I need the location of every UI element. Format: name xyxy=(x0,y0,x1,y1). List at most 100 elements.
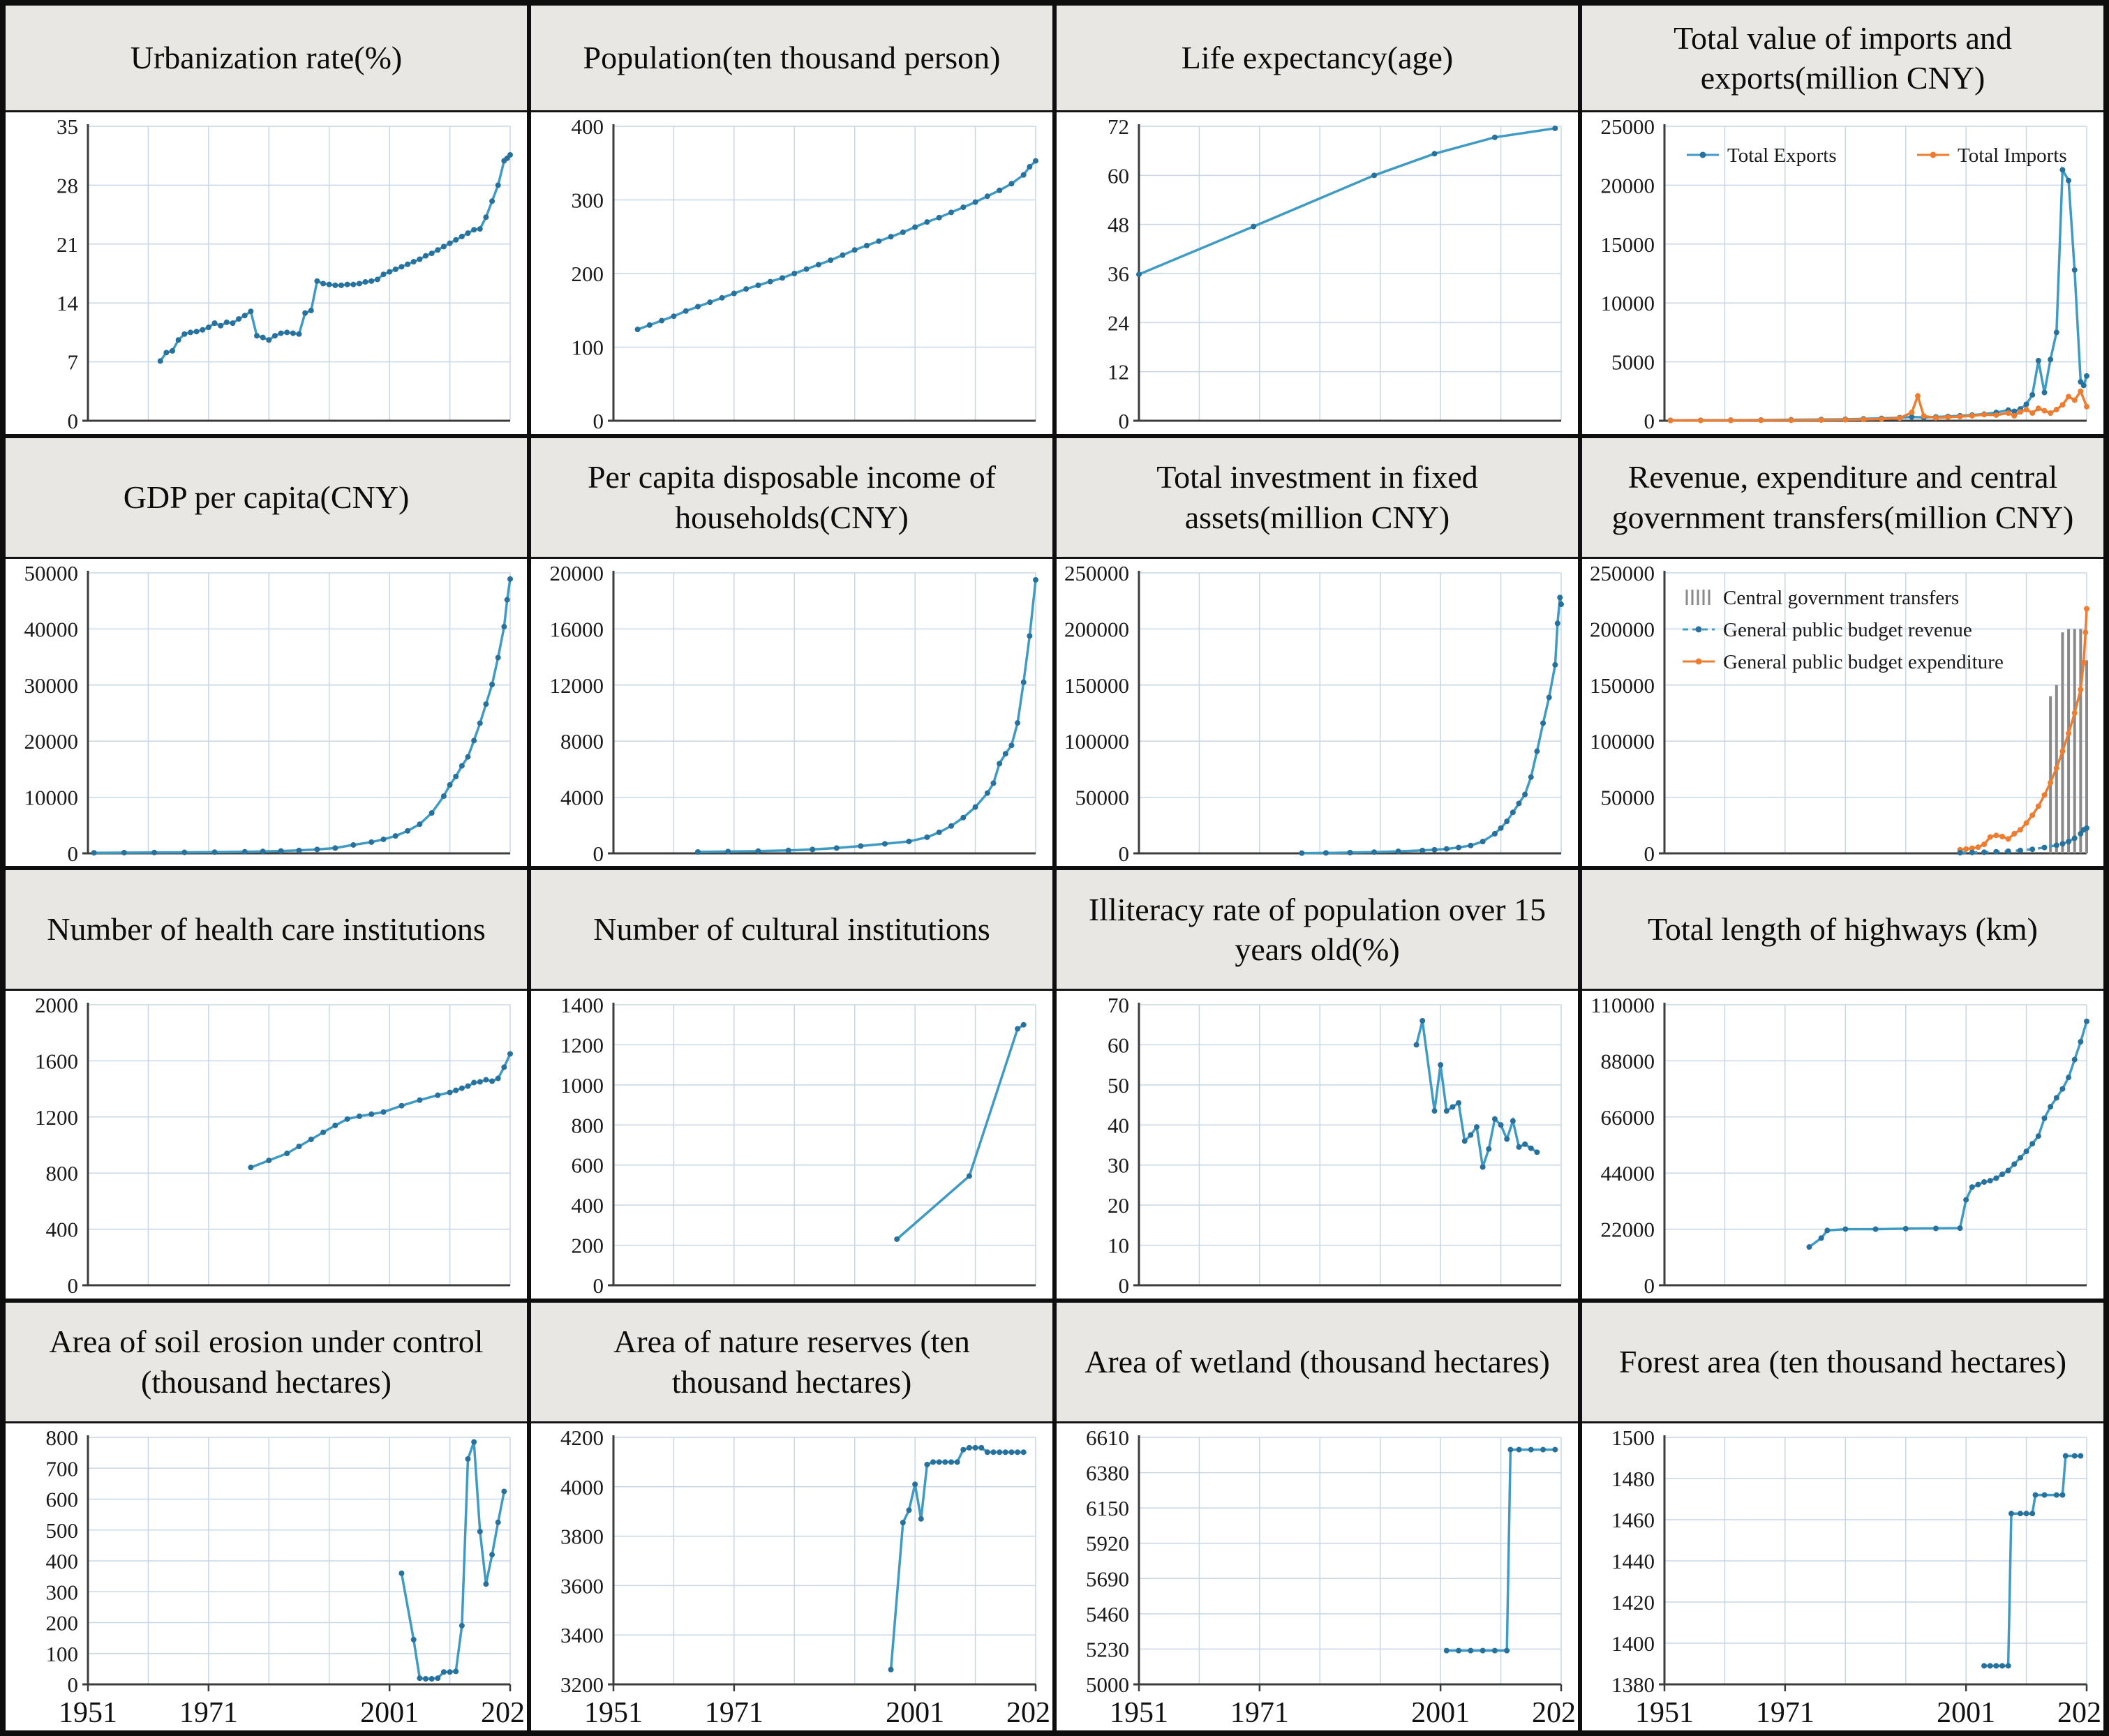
svg-text:5920: 5920 xyxy=(1086,1531,1129,1555)
svg-text:2021: 2021 xyxy=(1006,1697,1052,1729)
svg-text:5000: 5000 xyxy=(1086,1673,1129,1697)
svg-text:0: 0 xyxy=(1644,409,1655,433)
svg-text:3800: 3800 xyxy=(560,1524,604,1548)
svg-text:0: 0 xyxy=(1119,841,1130,866)
svg-text:1480: 1480 xyxy=(1611,1467,1655,1491)
svg-text:1460: 1460 xyxy=(1611,1508,1655,1532)
svg-text:30: 30 xyxy=(1108,1153,1129,1178)
chart-canvas: 0 5000 10000 15000 20000 25000 Total Exports To… xyxy=(1601,114,2089,433)
svg-text:20000: 20000 xyxy=(550,561,604,585)
svg-text:Central government transfers: Central government transfers xyxy=(1723,587,1959,609)
svg-text:1200: 1200 xyxy=(560,1033,604,1057)
svg-text:0: 0 xyxy=(68,409,79,433)
svg-text:Total Exports: Total Exports xyxy=(1727,144,1837,167)
svg-text:35: 35 xyxy=(57,114,78,139)
svg-text:16000: 16000 xyxy=(550,617,604,641)
svg-text:4000: 4000 xyxy=(560,785,604,809)
svg-text:4000: 4000 xyxy=(560,1474,604,1499)
chart-canvas: 0 200 400 600 800 1000 1200 1400 xyxy=(560,993,1036,1298)
chart-title: Total value of imports and exports(milli… xyxy=(1674,20,2012,96)
chart-header: Area of wetland (thousand hectares) xyxy=(1057,1302,1578,1423)
svg-text:20: 20 xyxy=(1108,1193,1129,1218)
svg-text:70: 70 xyxy=(1108,993,1129,1017)
chart-title: Number of health care institutions xyxy=(47,911,486,948)
svg-text:0: 0 xyxy=(593,841,604,866)
svg-text:200: 200 xyxy=(572,262,604,286)
svg-text:5230: 5230 xyxy=(1086,1637,1129,1661)
svg-text:2021: 2021 xyxy=(1532,1697,1578,1729)
svg-text:10000: 10000 xyxy=(1601,291,1655,315)
svg-text:60: 60 xyxy=(1108,1033,1129,1057)
svg-text:50000: 50000 xyxy=(1075,785,1130,809)
chart-title: Per capita disposable income of househol… xyxy=(587,459,997,535)
chart-header: Life expectancy(age) xyxy=(1057,6,1578,112)
chart-title: Illiteracy rate of population over 15 ye… xyxy=(1088,891,1547,968)
svg-text:50000: 50000 xyxy=(24,561,79,585)
svg-text:8000: 8000 xyxy=(560,729,604,754)
svg-text:1951: 1951 xyxy=(584,1697,643,1729)
svg-text:300: 300 xyxy=(572,188,604,213)
svg-text:1400: 1400 xyxy=(1611,1631,1655,1656)
svg-text:800: 800 xyxy=(46,1161,79,1185)
svg-text:1971: 1971 xyxy=(705,1697,763,1729)
svg-text:1420: 1420 xyxy=(1611,1590,1655,1615)
svg-text:0: 0 xyxy=(1644,1273,1655,1298)
chart-header: Total length of highways (km) xyxy=(1582,870,2103,991)
svg-text:250000: 250000 xyxy=(1590,561,1655,585)
svg-text:0: 0 xyxy=(1644,841,1655,866)
chart-header: Population(ten thousand person) xyxy=(531,6,1052,112)
chart-cell-forest-area: Forest area (ten thousand hectares) 1380… xyxy=(1582,1302,2103,1730)
svg-text:1500: 1500 xyxy=(1611,1426,1655,1450)
svg-text:400: 400 xyxy=(572,114,604,139)
chart-canvas: 0 10 20 30 40 50 60 70 xyxy=(1108,993,1562,1298)
chart-canvas: 1380 1400 1420 1440 1460 1480 1500 1951 1971 2001… xyxy=(1611,1426,2103,1729)
svg-text:5000: 5000 xyxy=(1611,350,1655,375)
svg-text:14: 14 xyxy=(57,291,79,315)
svg-text:1951: 1951 xyxy=(1110,1697,1168,1729)
svg-text:2001: 2001 xyxy=(1937,1697,1995,1729)
svg-text:0: 0 xyxy=(1119,1273,1130,1298)
svg-text:40000: 40000 xyxy=(24,617,79,641)
chart-title: GDP per capita(CNY) xyxy=(123,479,410,515)
svg-text:0: 0 xyxy=(68,1273,79,1298)
chart-title: Life expectancy(age) xyxy=(1181,40,1454,76)
chart-header: Urbanization rate(%) xyxy=(6,6,527,112)
svg-text:1971: 1971 xyxy=(179,1697,238,1729)
chart-canvas: 0 10000 20000 30000 40000 50000 xyxy=(24,561,513,866)
svg-text:50000: 50000 xyxy=(1601,785,1655,809)
chart-canvas: 0 50000 100000 150000 200000 250000 xyxy=(1064,561,1564,866)
chart-cell-soil-erosion-control: Area of soil erosion under control (thou… xyxy=(6,1302,528,1730)
svg-text:0: 0 xyxy=(68,1673,79,1697)
svg-text:General public budget expendit: General public budget expenditure xyxy=(1723,651,2004,673)
svg-text:7: 7 xyxy=(68,350,79,375)
svg-text:1400: 1400 xyxy=(560,993,604,1017)
svg-text:66000: 66000 xyxy=(1601,1105,1655,1130)
chart-header: Forest area (ten thousand hectares) xyxy=(1582,1302,2103,1423)
svg-text:40: 40 xyxy=(1108,1113,1129,1137)
chart-cell-disposable-income: Per capita disposable income of househol… xyxy=(531,437,1052,866)
svg-text:200: 200 xyxy=(46,1610,79,1635)
chart-canvas: 3200 3400 3600 3800 4000 4200 1951 1971 2001 2021 xyxy=(560,1426,1052,1729)
svg-text:72: 72 xyxy=(1108,114,1129,139)
chart-cell-fixed-assets-investment: Total investment in fixed assets(million… xyxy=(1057,437,1578,866)
svg-text:100: 100 xyxy=(46,1641,79,1666)
svg-text:400: 400 xyxy=(46,1218,79,1242)
chart-cell-highways-length: Total length of highways (km) 0 22000 4400… xyxy=(1582,870,2103,1299)
svg-text:800: 800 xyxy=(572,1113,604,1137)
chart-header: Illiteracy rate of population over 15 ye… xyxy=(1057,870,1578,991)
chart-canvas: 0 4000 8000 12000 16000 20000 xyxy=(550,561,1038,866)
chart-canvas: 0 100 200 300 400 500 600 700 800 1951 1971 2001 202… xyxy=(46,1426,528,1729)
svg-text:2001: 2001 xyxy=(886,1697,944,1729)
chart-header: Revenue, expenditure and central governm… xyxy=(1582,437,2103,559)
chart-header: Area of soil erosion under control (thou… xyxy=(6,1302,527,1423)
svg-text:88000: 88000 xyxy=(1601,1049,1655,1073)
svg-text:2001: 2001 xyxy=(1411,1697,1470,1729)
svg-text:600: 600 xyxy=(572,1153,604,1178)
chart-cell-imports-exports: Total value of imports and exports(milli… xyxy=(1582,6,2103,434)
svg-text:1971: 1971 xyxy=(1230,1697,1289,1729)
svg-text:2021: 2021 xyxy=(2057,1697,2103,1729)
svg-text:Total Imports: Total Imports xyxy=(1958,144,2067,167)
svg-text:1200: 1200 xyxy=(35,1105,78,1130)
chart-title: Population(ten thousand person) xyxy=(583,40,1001,76)
